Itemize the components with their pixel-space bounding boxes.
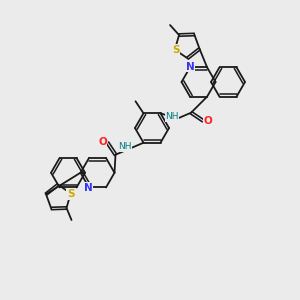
Text: NH: NH bbox=[118, 142, 131, 151]
Text: S: S bbox=[67, 189, 74, 199]
Text: N: N bbox=[84, 183, 93, 193]
Text: O: O bbox=[204, 116, 212, 126]
Text: S: S bbox=[172, 45, 180, 55]
Text: N: N bbox=[186, 62, 195, 72]
Text: O: O bbox=[98, 137, 107, 147]
Text: NH: NH bbox=[165, 112, 179, 121]
